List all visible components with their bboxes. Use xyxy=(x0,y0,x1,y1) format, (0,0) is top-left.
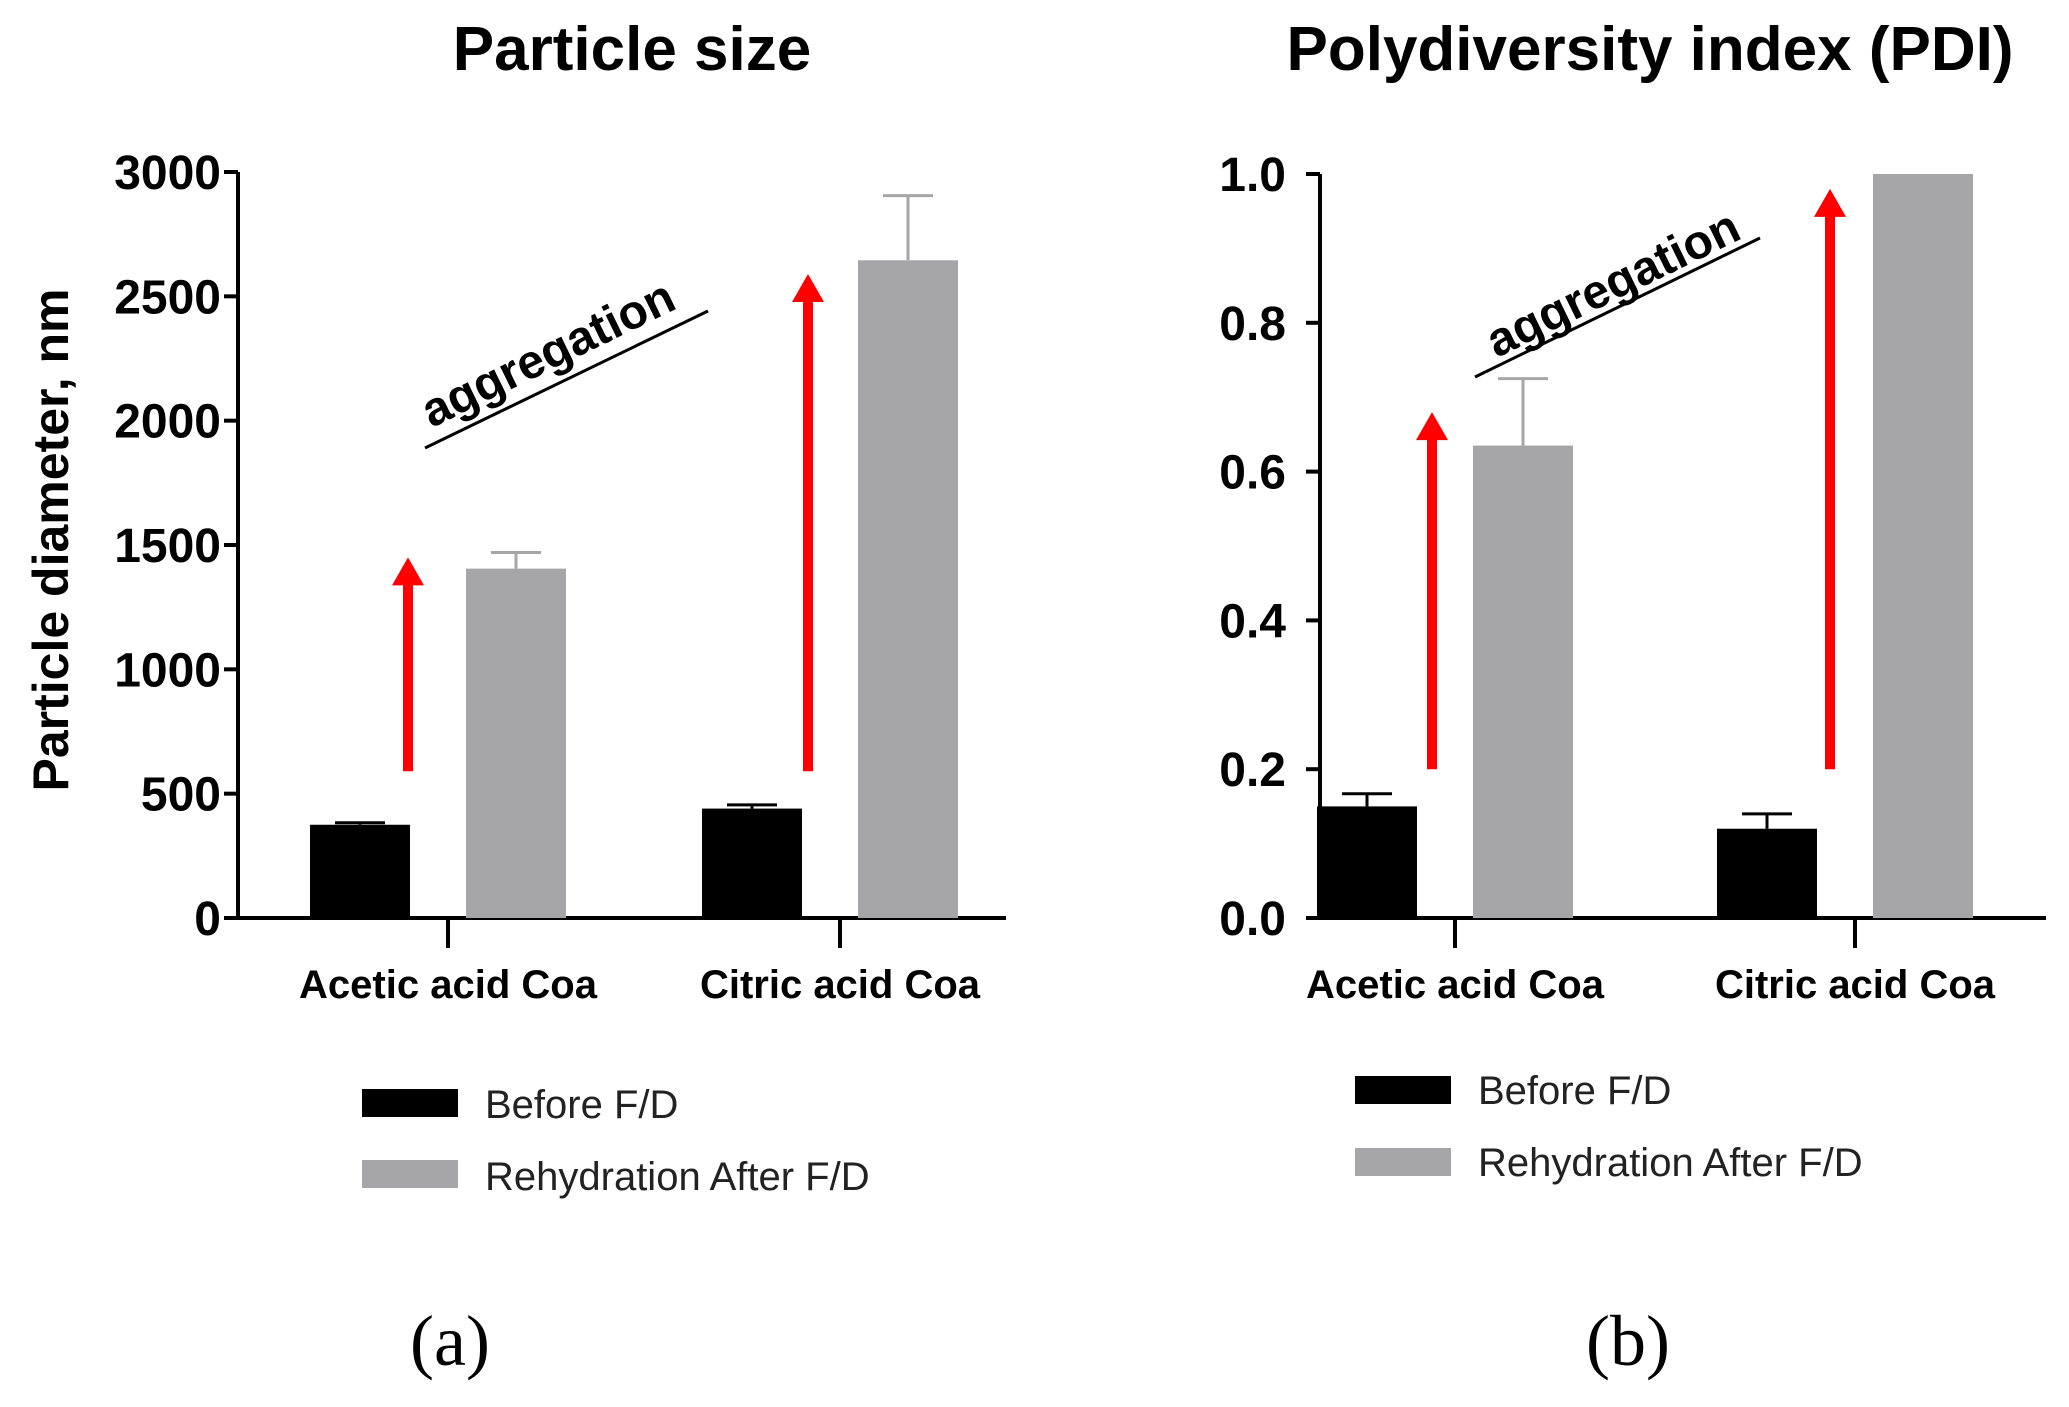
panel-b-red-arrow-head xyxy=(1416,412,1448,441)
panel-a-axes: 0 500 1000 1500 2000 2500 3000 Acetic acid Coa C… xyxy=(114,147,1006,1007)
panel-a-y-tick-label: 0 xyxy=(194,893,221,946)
panel-b-y-tick-label: 1.0 xyxy=(1219,149,1286,202)
panel-b-legend-label-before: Before F/D xyxy=(1478,1069,1671,1113)
panel-a: Particle size Particle diameter, nm 0 500… xyxy=(23,15,1006,1381)
panel-a-marks xyxy=(310,194,958,918)
panel-a-legend-swatch-rehydration xyxy=(362,1160,458,1188)
panel-a-legend-swatch-before xyxy=(362,1089,458,1117)
panel-a-red-arrow-head xyxy=(392,557,424,586)
panel-b-axes: 0.0 0.2 0.4 0.6 0.8 1.0 Acetic acid Coa Citric … xyxy=(1219,149,2046,1007)
panel-b-title: Polydiversity index (PDI) xyxy=(1287,15,2014,84)
panel-b-y-tick-label: 0.8 xyxy=(1219,298,1286,351)
panel-a-y-tick-label: 500 xyxy=(141,769,221,822)
panel-a-bar-before xyxy=(702,808,802,918)
panel-a-y-tick-label: 1500 xyxy=(114,520,221,573)
panel-a-annotation-underline xyxy=(424,309,709,450)
panel-a-y-tick-label: 2500 xyxy=(114,271,221,324)
panel-a-label: (a) xyxy=(410,1301,490,1381)
panel-a-legend-label-before: Before F/D xyxy=(485,1083,678,1127)
panel-b-legend-swatch-rehydration xyxy=(1355,1148,1451,1176)
panel-b: Polydiversity index (PDI) 0.00.20.40.60.… xyxy=(1219,15,2046,1381)
panel-b-bar-before xyxy=(1717,828,1817,918)
panel-b-category-label: Acetic acid Coa xyxy=(1306,963,1605,1007)
panel-a-legend-label-rehydration: Rehydration After F/D xyxy=(485,1155,870,1199)
panel-b-legend: Before F/D Rehydration After F/D xyxy=(1355,1069,1863,1185)
panel-b-y-tick-label: 0.4 xyxy=(1219,595,1286,648)
panel-b-annotation-underline xyxy=(1474,236,1761,379)
panel-a-bar-before xyxy=(310,824,410,918)
panel-a-title: Particle size xyxy=(453,15,811,84)
panel-b-label: (b) xyxy=(1586,1301,1670,1381)
panel-b-legend-label-rehydration: Rehydration After F/D xyxy=(1478,1141,1863,1185)
panel-a-y-tick-label: 1000 xyxy=(114,644,221,697)
panel-a-bar-rehydration xyxy=(466,568,566,918)
panel-b-y-tick-label: 0.2 xyxy=(1219,744,1286,797)
panel-b-bar-before xyxy=(1317,806,1417,918)
panel-b-y-tick-label: 0.0 xyxy=(1219,893,1286,946)
panel-b-bar-rehydration xyxy=(1473,445,1573,918)
panel-a-red-arrow-head xyxy=(792,273,824,302)
panel-a-aggregation-annotation: aggregation xyxy=(413,270,683,438)
panel-b-red-arrow-head xyxy=(1814,188,1846,217)
panel-b-marks xyxy=(1317,174,1973,918)
panel-a-legend: Before F/D Rehydration After F/D xyxy=(362,1083,870,1199)
panel-b-aggregation-annotation: aggregation xyxy=(1478,200,1748,368)
panel-a-bar-rehydration xyxy=(858,260,958,918)
panel-b-category-label: Citric acid Coa xyxy=(1715,963,1996,1007)
panel-a-y-axis-label: Particle diameter, nm xyxy=(23,288,79,791)
panel-a-y-tick-label: 2000 xyxy=(114,396,221,449)
panel-b-legend-swatch-before xyxy=(1355,1076,1451,1104)
panel-b-bar-rehydration xyxy=(1873,174,1973,918)
panel-a-category-label: Citric acid Coa xyxy=(700,963,981,1007)
panel-a-category-label: Acetic acid Coa xyxy=(299,963,598,1007)
panel-b-y-tick-label: 0.6 xyxy=(1219,447,1286,500)
panel-a-y-tick-label: 3000 xyxy=(114,147,221,200)
